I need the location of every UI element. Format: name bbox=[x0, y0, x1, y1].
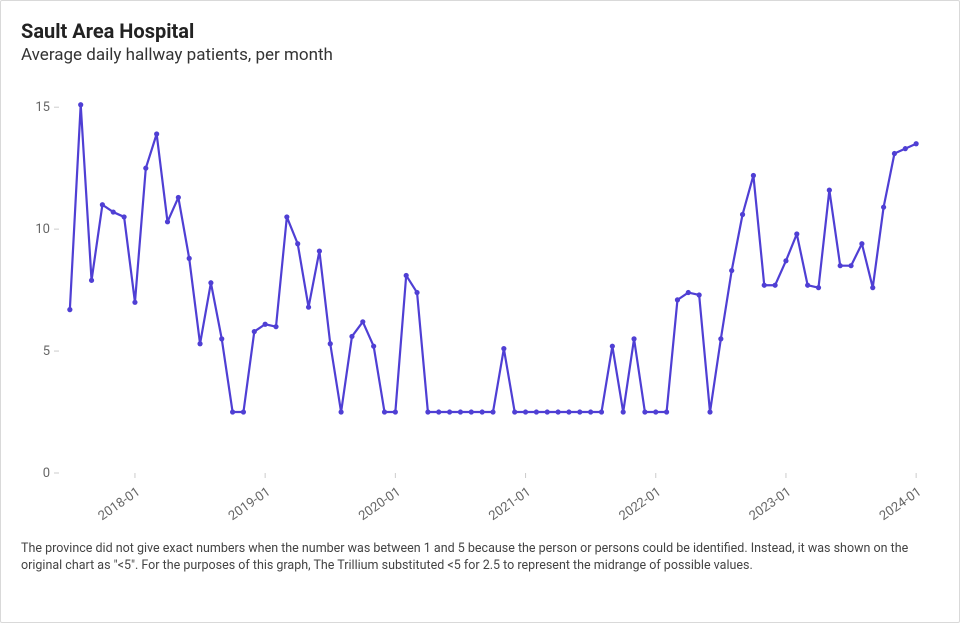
chart-title: Sault Area Hospital bbox=[21, 19, 939, 43]
line-chart-svg: 0 5 10 15 2018-01 2019-01 2020-01 2021-01 2022-0… bbox=[21, 75, 939, 535]
chart-card: Sault Area Hospital Average daily hallwa… bbox=[0, 0, 960, 623]
chart-footnote: The province did not give exact numbers … bbox=[21, 541, 939, 575]
svg-text:2022-01: 2022-01 bbox=[617, 485, 664, 524]
chart-subtitle: Average daily hallway patients, per mont… bbox=[21, 45, 939, 65]
svg-text:2018-01: 2018-01 bbox=[96, 485, 143, 524]
svg-text:2021-01: 2021-01 bbox=[486, 485, 533, 524]
chart-area: 0 5 10 15 2018-01 2019-01 2020-01 2021-01 2022-0… bbox=[21, 75, 939, 535]
svg-text:2024-01: 2024-01 bbox=[877, 485, 924, 524]
svg-text:2023-01: 2023-01 bbox=[747, 485, 794, 524]
svg-text:0: 0 bbox=[43, 466, 50, 481]
svg-text:2020-01: 2020-01 bbox=[356, 485, 403, 524]
svg-text:5: 5 bbox=[43, 344, 50, 359]
svg-text:15: 15 bbox=[35, 100, 50, 115]
svg-text:10: 10 bbox=[35, 222, 50, 237]
svg-text:2019-01: 2019-01 bbox=[226, 485, 273, 524]
